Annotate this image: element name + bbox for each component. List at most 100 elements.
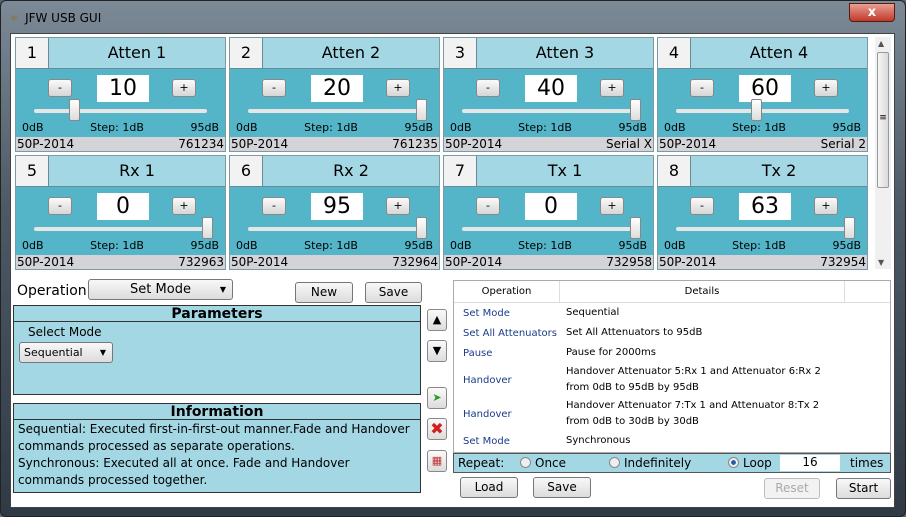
decrement-button[interactable]: - [262,79,286,97]
increment-button[interactable]: + [172,197,196,215]
list-row[interactable]: Set Mode Synchronous [454,431,890,451]
serial-label: Serial X [606,137,652,151]
tile-header: 7 Tx 1 [444,156,653,187]
attenuation-value[interactable]: 20 [311,75,363,102]
max-label: 95dB [832,239,861,252]
slider-thumb[interactable] [416,217,427,239]
attenuation-slider[interactable] [34,217,213,239]
tile-header: 2 Atten 2 [230,38,439,69]
max-label: 95dB [618,121,647,134]
attenuation-value[interactable]: 95 [311,193,363,220]
attenuator-tile: 8 Tx 2 - 63 + 0dB Step: 1dB 95dB 50P-2014 7… [657,155,868,270]
radio-indefinitely[interactable]: Indefinitely [609,456,691,470]
decrement-button[interactable]: - [476,197,500,215]
attenuation-slider[interactable] [34,99,207,121]
load-button[interactable]: Load [460,477,518,498]
attenuation-slider[interactable] [462,217,641,239]
radio-once[interactable]: Once [520,456,566,470]
decrement-button[interactable]: - [48,197,72,215]
slider-thumb[interactable] [750,99,762,121]
clear-button[interactable]: ▦ [427,450,447,472]
attenuation-value[interactable]: 63 [739,193,791,220]
increment-button[interactable]: + [600,79,624,97]
decrement-button[interactable]: - [48,79,72,97]
increment-button[interactable]: + [386,197,410,215]
scroll-up-icon[interactable]: ▲ [878,39,885,48]
list-row[interactable]: Set All Attenuators Set All Attenuators t… [454,323,890,343]
close-button[interactable]: x [849,3,895,22]
column-details[interactable]: Details [560,281,845,302]
operation-label: Operation [17,283,87,299]
slider-thumb[interactable] [202,217,213,239]
step-label: Step: 1dB [304,121,358,134]
attenuation-slider[interactable] [676,99,849,121]
step-label: Step: 1dB [518,239,572,252]
attenuation-slider[interactable] [248,99,427,121]
list-row[interactable]: Handover Handover Attenuator 7:Tx 1 and A… [454,397,890,431]
column-operation[interactable]: Operation [454,281,560,302]
reset-button[interactable]: Reset [764,478,820,499]
increment-button[interactable]: + [814,79,838,97]
radio-loop[interactable]: Loop [728,456,772,470]
move-up-button[interactable]: ▲ [427,309,447,331]
step-label: Step: 1dB [518,121,572,134]
select-mode-label: Select Mode [28,325,102,339]
tile-header: 3 Atten 3 [444,38,653,69]
attenuation-value[interactable]: 0 [525,193,577,220]
new-button[interactable]: New [295,282,353,303]
insert-button[interactable]: ➤ [427,387,447,409]
save-list-button[interactable]: Save [533,477,591,498]
decrement-button[interactable]: - [476,79,500,97]
increment-button[interactable]: + [172,79,196,97]
attenuation-value[interactable]: 40 [525,75,577,102]
attenuation-slider[interactable] [462,99,641,121]
min-label: 0dB [664,239,686,252]
model-label: 50P-2014 [231,255,289,269]
slider-thumb[interactable] [416,99,427,121]
attenuation-value[interactable]: 10 [97,75,149,102]
slider-thumb[interactable] [68,99,80,121]
list-row[interactable]: Set Mode Sequential [454,303,890,323]
decrement-button[interactable]: - [262,197,286,215]
min-label: 0dB [22,121,44,134]
tile-title: Atten 3 [477,38,653,68]
attenuator-tile: 7 Tx 1 - 0 + 0dB Step: 1dB 95dB 50P-2014 73… [443,155,654,270]
parameters-title: Parameters [14,306,420,322]
increment-button[interactable]: + [600,197,624,215]
max-label: 95dB [618,239,647,252]
move-down-button[interactable]: ▼ [427,340,447,362]
loop-count-input[interactable]: 16 [780,455,840,471]
chevron-down-icon: ▼ [99,348,106,357]
attenuation-slider[interactable] [248,217,427,239]
delete-button[interactable]: ✖ [427,418,447,440]
min-label: 0dB [450,239,472,252]
model-label: 50P-2014 [445,255,503,269]
scroll-thumb[interactable]: ≡ [877,52,889,188]
tiles-scrollbar[interactable]: ▲ ≡ ▼ [875,37,891,269]
tile-number: 4 [658,38,691,68]
scroll-down-icon[interactable]: ▼ [878,258,885,267]
radio-indefinitely-label: Indefinitely [624,456,692,470]
operations-list[interactable]: Operation Details Set Mode Sequential Set … [453,280,891,453]
tile-title: Rx 1 [49,156,225,186]
start-button[interactable]: Start [836,478,891,499]
increment-button[interactable]: + [814,197,838,215]
tile-number: 1 [16,38,49,68]
slider-thumb[interactable] [630,217,641,239]
decrement-button[interactable]: - [690,197,714,215]
slider-thumb[interactable] [844,217,855,239]
increment-button[interactable]: + [386,79,410,97]
list-row[interactable]: Pause Pause for 2000ms [454,343,890,363]
attenuation-value[interactable]: 0 [97,193,149,220]
arrow-down-icon: ▼ [432,344,442,357]
info-line: Sequential: Executed first-in-first-out … [18,422,410,453]
attenuation-value[interactable]: 60 [739,75,791,102]
save-operation-button[interactable]: Save [365,282,422,303]
list-row[interactable]: Handover Handover Attenuator 5:Rx 1 and A… [454,363,890,397]
slider-thumb[interactable] [630,99,641,121]
decrement-button[interactable]: - [690,79,714,97]
attenuation-slider[interactable] [676,217,855,239]
operation-select[interactable]: Set Mode ▼ [88,279,233,300]
mode-select[interactable]: Sequential ▼ [19,342,113,363]
